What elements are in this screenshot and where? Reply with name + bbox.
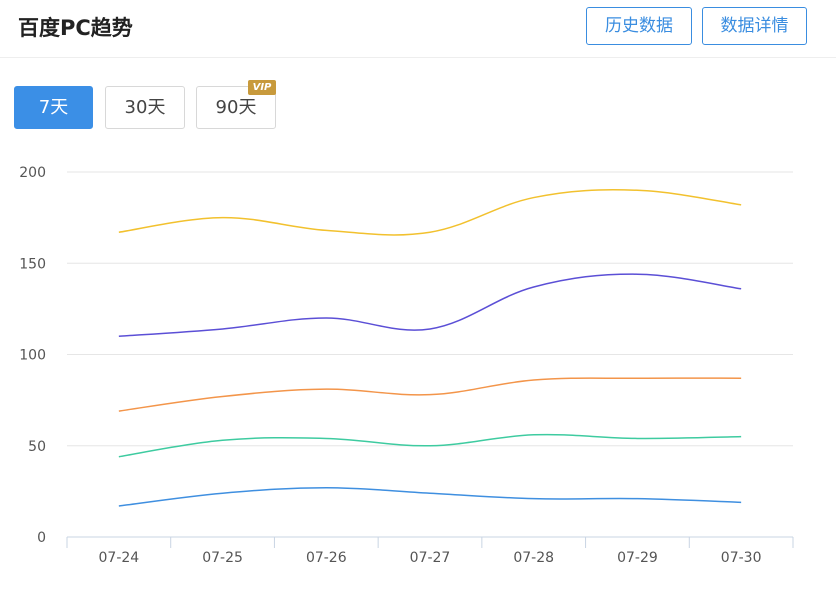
vip-badge: VIP bbox=[248, 80, 276, 95]
page-title: 百度PC趋势 bbox=[18, 16, 133, 40]
range-30-days-button[interactable]: 30天 bbox=[105, 86, 185, 129]
y-tick-label: 50 bbox=[28, 439, 46, 455]
series-line-2 bbox=[118, 273, 742, 337]
x-tick-label: 07-24 bbox=[99, 550, 140, 566]
history-data-button[interactable]: 历史数据 bbox=[586, 7, 692, 45]
x-tick-label: 07-30 bbox=[721, 550, 762, 566]
range-7-days-button[interactable]: 7天 bbox=[14, 86, 93, 129]
x-tick-label: 07-27 bbox=[410, 550, 451, 566]
x-tick-label: 07-26 bbox=[306, 550, 347, 566]
series-line-5 bbox=[118, 486, 742, 507]
data-details-button[interactable]: 数据详情 bbox=[702, 7, 807, 45]
x-tick-label: 07-29 bbox=[617, 550, 658, 566]
series-line-3 bbox=[118, 377, 742, 412]
x-tick-label: 07-25 bbox=[202, 550, 243, 566]
y-tick-label: 100 bbox=[19, 348, 46, 364]
header: 百度PC趋势 历史数据 数据详情 bbox=[0, 0, 836, 58]
series-line-4 bbox=[118, 433, 742, 458]
y-tick-label: 0 bbox=[37, 530, 46, 546]
y-tick-label: 200 bbox=[19, 165, 46, 181]
x-tick-label: 07-28 bbox=[513, 550, 554, 566]
y-tick-label: 150 bbox=[19, 256, 46, 272]
series-line-1 bbox=[118, 189, 742, 236]
